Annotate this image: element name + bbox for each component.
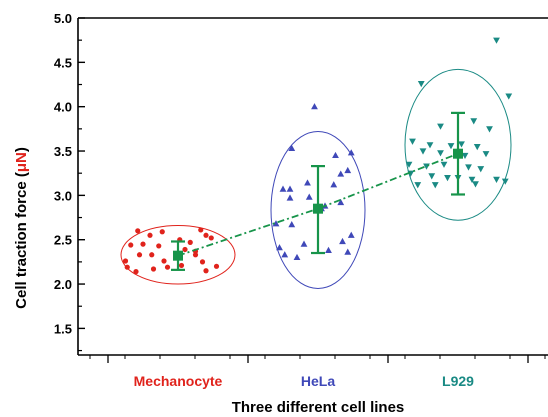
data-point (200, 259, 205, 264)
data-point (432, 182, 439, 188)
data-point (140, 242, 145, 247)
data-point (301, 241, 308, 247)
y-tick-label: 4.5 (54, 55, 72, 70)
data-point (428, 173, 435, 179)
data-point (477, 166, 484, 172)
data-point (339, 238, 346, 244)
data-point (418, 81, 425, 87)
data-point (147, 233, 152, 238)
data-point (193, 252, 198, 257)
x-tick-label: HeLa (301, 373, 335, 389)
data-point (337, 170, 344, 176)
data-point (472, 181, 479, 187)
y-tick-label: 1.5 (54, 321, 72, 336)
y-axis-title-unit: μN (13, 152, 30, 172)
data-point (135, 228, 140, 233)
data-point (306, 194, 313, 200)
y-tick-label: 4.0 (54, 100, 72, 115)
data-point (502, 179, 509, 185)
data-point (458, 141, 465, 147)
data-point (203, 268, 208, 273)
data-point (294, 254, 301, 260)
y-axis-title: Cell traction force (μN) (13, 147, 30, 309)
y-tick-label: 3.0 (54, 188, 72, 203)
data-point (414, 182, 421, 188)
data-point (165, 265, 170, 270)
y-tick-label: 3.5 (54, 144, 72, 159)
data-point (344, 249, 351, 255)
x-axis-title: Three different cell lines (232, 399, 405, 416)
data-point (332, 152, 339, 158)
data-point (209, 235, 214, 240)
y-tick-label: 2.0 (54, 277, 72, 292)
data-point (276, 244, 283, 250)
data-point (409, 139, 416, 145)
data-point (188, 240, 193, 245)
data-point (125, 265, 130, 270)
data-point (437, 150, 444, 156)
data-point (427, 142, 434, 148)
mean-marker (173, 251, 183, 261)
data-point (214, 264, 219, 269)
data-point (304, 179, 311, 185)
data-point (493, 177, 500, 183)
data-point (288, 221, 295, 227)
data-point (311, 103, 318, 109)
x-tick-label: Mechanocyte (134, 373, 223, 389)
data-point (474, 144, 481, 150)
data-point (179, 263, 184, 268)
data-point (137, 252, 142, 257)
data-point (344, 167, 351, 173)
y-tick-label: 5.0 (54, 11, 72, 26)
data-point (133, 269, 138, 274)
data-point (444, 175, 451, 181)
data-point (483, 151, 490, 157)
data-point (280, 186, 287, 192)
data-point (182, 247, 187, 252)
data-point (448, 143, 455, 149)
y-axis-title-suffix: ) (13, 147, 30, 152)
data-point (287, 194, 294, 200)
data-point (420, 148, 427, 154)
data-point (287, 186, 294, 192)
data-point (465, 164, 472, 170)
data-point (161, 258, 166, 263)
data-point (486, 126, 493, 132)
data-point (128, 242, 133, 247)
data-point (437, 124, 444, 130)
axes: 1.5 2.0 2.5 3.0 3.5 4.0 4.5 5.0 Mechanocyte HeLa L… (54, 11, 548, 389)
x-tick-label: L929 (442, 373, 474, 389)
data-point (281, 251, 288, 257)
data-point (470, 118, 477, 124)
data-point (330, 181, 337, 187)
data-point (505, 93, 512, 99)
mean-trend (171, 113, 465, 270)
data-point (441, 162, 448, 168)
data-point (151, 266, 156, 271)
data-point (325, 247, 332, 253)
y-axis-title-prefix: Cell traction force ( (13, 172, 30, 309)
data-point (348, 232, 355, 238)
data-point (123, 258, 128, 263)
data-point (203, 233, 208, 238)
y-tick-label: 2.5 (54, 233, 72, 248)
mean-marker (313, 204, 323, 214)
data-point (198, 227, 203, 232)
data-point (156, 243, 161, 248)
data-point (160, 229, 165, 234)
data-point (149, 252, 154, 257)
mean-marker (453, 149, 463, 159)
data-point (493, 38, 500, 44)
